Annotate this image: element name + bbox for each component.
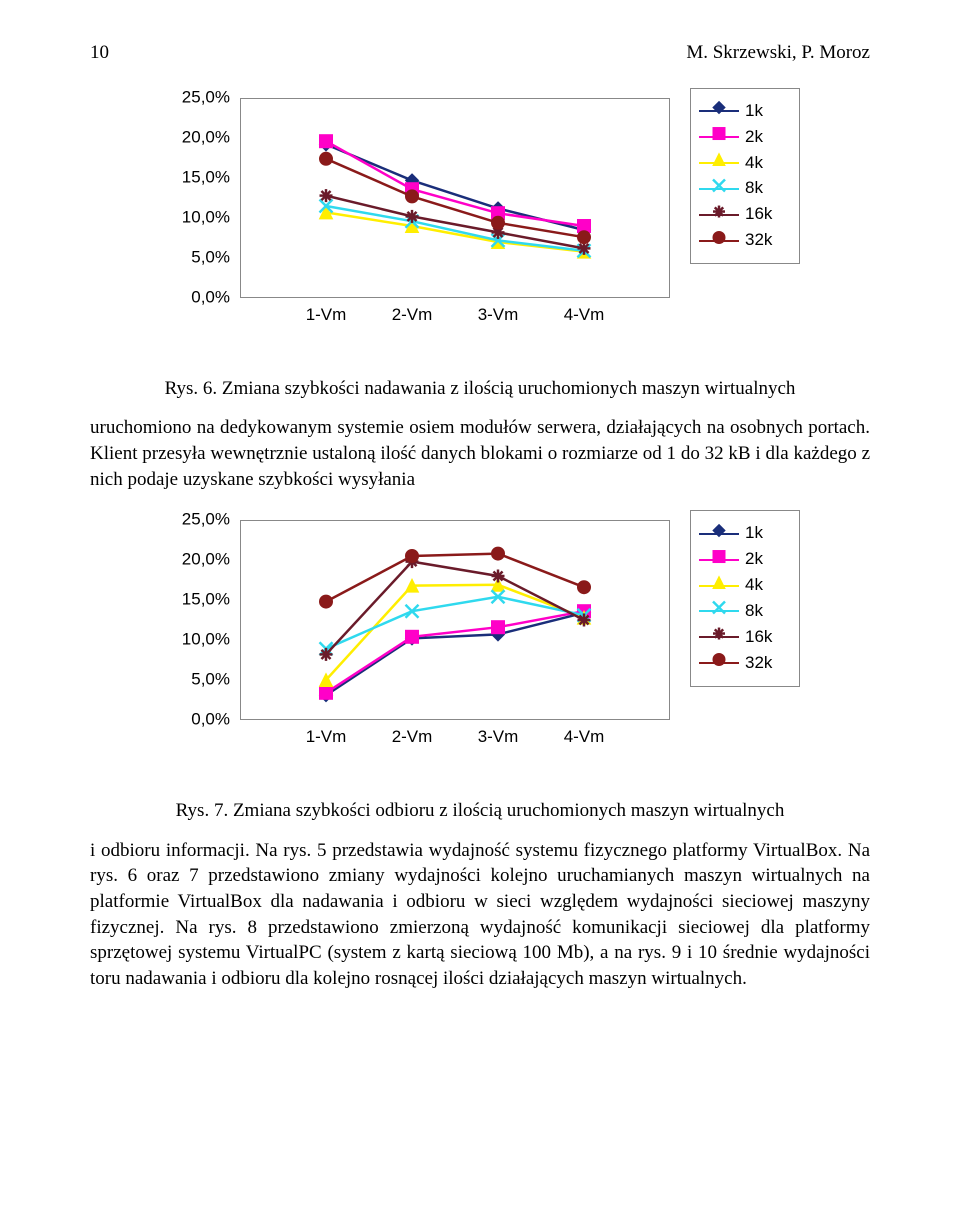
chart-6-legend-item: 4k: [699, 152, 791, 175]
chart-6-ylabel: 25,0%: [150, 86, 230, 109]
paragraph-1: uruchomiono na dedykowanym systemie osie…: [90, 415, 870, 492]
chart-7-ylabel: 10,0%: [150, 629, 230, 652]
chart-6-legend-label: 16k: [745, 203, 772, 226]
paragraph-2: i odbioru informacji. Na rys. 5 przedsta…: [90, 838, 870, 992]
chart-6-legend-label: 2k: [745, 126, 763, 149]
running-head: M. Skrzewski, P. Moroz: [686, 40, 870, 66]
running-head-row: 10 M. Skrzewski, P. Moroz: [90, 40, 870, 66]
chart-6-ylabel: 5,0%: [150, 246, 230, 269]
chart-6: 1k 2k 4k 8k 16k 32k 25,0% 20,0% 15,0% 10,0%…: [150, 88, 810, 368]
chart-7-legend-label: 32k: [745, 652, 772, 675]
chart-7-legend-label: 16k: [745, 626, 772, 649]
chart-6-legend-item: 32k: [699, 229, 791, 252]
chart-6-legend-label: 1k: [745, 100, 763, 123]
chart-7-legend-item: 1k: [699, 522, 791, 545]
chart-6-caption: Rys. 6. Zmiana szybkości nadawania z ilo…: [90, 376, 870, 402]
chart-6-legend-label: 8k: [745, 177, 763, 200]
chart-7-xlabel: 3-Vm: [458, 726, 538, 749]
chart-7-legend-label: 2k: [745, 548, 763, 571]
chart-6-legend-item: 1k: [699, 100, 791, 123]
chart-6-legend-label: 32k: [745, 229, 772, 252]
chart-7-ylabel: 0,0%: [150, 709, 230, 732]
chart-7-legend-item: 2k: [699, 548, 791, 571]
chart-6-legend-item: 2k: [699, 126, 791, 149]
chart-7-legend-item: 32k: [699, 652, 791, 675]
chart-6-legend-item: 16k: [699, 203, 791, 226]
chart-7-legend-label: 1k: [745, 522, 763, 545]
chart-7-legend-label: 8k: [745, 600, 763, 623]
chart-6-ylabel: 0,0%: [150, 286, 230, 309]
chart-7-xlabel: 1-Vm: [286, 726, 366, 749]
chart-6-xlabel: 2-Vm: [372, 304, 452, 327]
page-number: 10: [90, 40, 109, 66]
chart-7: 1k 2k 4k 8k 16k 32k 25,0% 20,0% 15,0% 10,0%…: [150, 510, 810, 790]
chart-6-xlabel: 4-Vm: [544, 304, 624, 327]
chart-6-ylabel: 10,0%: [150, 206, 230, 229]
chart-6-ylabel: 15,0%: [150, 166, 230, 189]
chart-6-xlabel: 3-Vm: [458, 304, 538, 327]
chart-7-legend-label: 4k: [745, 574, 763, 597]
chart-7-legend-item: 4k: [699, 574, 791, 597]
chart-7-xlabel: 2-Vm: [372, 726, 452, 749]
chart-7-ylabel: 20,0%: [150, 549, 230, 572]
chart-7-legend: 1k 2k 4k 8k 16k 32k: [690, 510, 800, 687]
chart-7-caption: Rys. 7. Zmiana szybkości odbioru z ilośc…: [90, 798, 870, 824]
chart-7-svg: [240, 520, 670, 720]
chart-7-ylabel: 25,0%: [150, 509, 230, 532]
chart-6-svg: [240, 98, 670, 298]
chart-6-legend-item: 8k: [699, 177, 791, 200]
chart-7-legend-item: 16k: [699, 626, 791, 649]
chart-6-xlabel: 1-Vm: [286, 304, 366, 327]
chart-7-ylabel: 15,0%: [150, 589, 230, 612]
chart-7-xlabel: 4-Vm: [544, 726, 624, 749]
chart-6-legend-label: 4k: [745, 152, 763, 175]
chart-6-legend: 1k 2k 4k 8k 16k 32k: [690, 88, 800, 265]
chart-6-ylabel: 20,0%: [150, 126, 230, 149]
chart-7-ylabel: 5,0%: [150, 669, 230, 692]
chart-7-legend-item: 8k: [699, 600, 791, 623]
